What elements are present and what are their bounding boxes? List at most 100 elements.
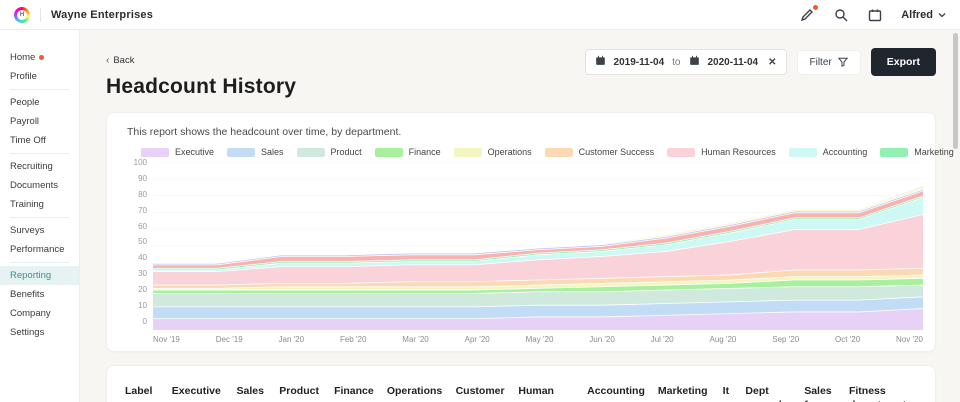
sidebar-item-profile[interactable]: Profile [0,67,79,86]
chart-card: This report shows the headcount over tim… [106,112,954,352]
calendar-icon[interactable] [867,7,883,23]
legend-item-accounting[interactable]: Accounting [788,147,868,157]
sidebar-item-benefits[interactable]: Benefits [0,285,79,304]
legend-swatch [227,147,256,157]
x-tick-label: May '20 [525,335,554,344]
legend-item-executive[interactable]: Executive [141,147,214,157]
sidebar-item-label: Benefits [10,289,45,300]
back-link[interactable]: ‹ Back [106,55,134,66]
y-tick-label: 100 [133,158,147,167]
legend-label: Accounting [822,147,868,157]
sidebar-item-label: Home [10,52,36,63]
back-chevron-icon: ‹ [106,55,110,66]
sidebar-item-recruiting[interactable]: Recruiting [0,157,79,176]
legend-swatch [880,147,909,157]
sidebar-item-home[interactable]: Home [0,48,79,67]
sidebar-item-label: Time Off [10,135,46,146]
legend-swatch [141,147,169,157]
x-tick-label: Sep '20 [772,335,800,344]
table-header-sales-force: Sales force [804,385,832,402]
pen-icon[interactable] [799,4,819,23]
sidebar-item-reporting[interactable]: Reporting [0,266,79,285]
notification-dot [813,4,819,10]
y-tick-label: 90 [138,173,147,183]
legend-swatch [453,147,482,157]
legend-item-human-resources[interactable]: Human Resources [667,147,776,157]
main-content: ‹ Back Headcount History 2019-11-04 to 2… [80,30,960,402]
page-title: Headcount History [106,75,297,98]
export-button[interactable]: Export [870,48,936,76]
legend-item-product[interactable]: Product [296,147,362,157]
table-header-customer-success: Customer success [455,385,505,402]
table-header-product: Product [279,385,319,397]
date-range-picker[interactable]: 2019-11-04 to 2020-11-04 ✕ [584,49,787,75]
x-tick-label: Jun '20 [589,335,615,344]
chevron-down-icon [938,12,946,17]
y-tick-label: 60 [138,221,147,231]
sidebar-item-payroll[interactable]: Payroll [0,112,79,131]
legend-label: Operations [487,147,532,157]
sidebar-item-label: Documents [10,180,59,191]
page-header: ‹ Back Headcount History [80,30,960,99]
sidebar-item-label: Recruiting [10,161,53,172]
sidebar-item-settings[interactable]: Settings [0,323,79,342]
sidebar-item-people[interactable]: People [0,93,79,112]
funnel-icon [837,57,848,67]
sidebar-item-label: People [10,97,40,108]
legend-swatch [544,147,573,157]
legend-item-operations[interactable]: Operations [453,147,532,157]
sidebar-item-performance[interactable]: Performance [0,240,79,259]
date-to-value[interactable]: 2020-11-04 [707,56,759,68]
x-tick-label: Oct '20 [835,335,861,344]
sidebar-item-label: Company [10,308,51,319]
legend-item-finance[interactable]: Finance [374,147,441,157]
user-menu[interactable]: Alfred [901,9,946,21]
legend-item-marketing[interactable]: Marketing [880,147,954,157]
table-header-dept-example: Dept example [745,385,787,402]
sidebar: Home Profile People Payroll Time Off Recruiti… [0,30,80,402]
company-name: Wayne Enterprises [51,8,154,21]
legend-label: Executive [175,147,215,157]
filter-label: Filter [809,56,832,68]
clear-dates-icon[interactable]: ✕ [768,56,777,68]
sidebar-divider [10,217,69,218]
calendar-to-icon[interactable] [689,55,700,69]
sidebar-divider [10,89,69,90]
home-badge-dot [39,55,45,60]
legend-item-customer-success[interactable]: Customer Success [544,147,654,157]
report-description: This report shows the headcount over tim… [127,126,402,138]
sidebar-item-surveys[interactable]: Surveys [0,221,79,240]
table-header-fitness-department: Fitness department [848,385,906,402]
legend-swatch [788,147,817,157]
sidebar-divider [10,153,69,154]
y-tick-label: 50 [138,237,147,247]
sidebar-item-label: Surveys [10,225,45,236]
x-tick-label: Aug '20 [709,335,737,344]
report-controls: 2019-11-04 to 2020-11-04 ✕ Filter Export [584,48,936,76]
legend-item-sales[interactable]: Sales [227,147,284,157]
sidebar-item-training[interactable]: Training [0,195,79,214]
y-tick-label: 40 [138,253,147,263]
topbar: Wayne Enterprises Alfred [0,0,960,30]
calendar-from-icon[interactable] [595,55,606,69]
legend-label: Finance [408,147,441,157]
filter-button[interactable]: Filter [796,49,861,75]
x-tick-label: Jan '20 [278,335,305,344]
sidebar-item-documents[interactable]: Documents [0,176,79,195]
scrollbar-thumb[interactable] [953,33,958,149]
x-tick-label: Dec '19 [215,335,243,344]
topbar-divider [40,7,41,22]
sidebar-item-time-off[interactable]: Time Off [0,131,79,150]
x-axis-labels: Nov '19 Dec '19 Jan '20 Feb '20 Mar '20 Apr '… [153,335,923,344]
date-from-value[interactable]: 2019-11-04 [613,56,665,68]
sidebar-item-company[interactable]: Company [0,304,79,323]
search-icon[interactable] [833,7,849,23]
x-tick-label: Nov '19 [153,335,180,344]
app-logo-icon[interactable] [14,6,30,23]
table-header-label: Label [125,385,153,397]
sidebar-item-label: Performance [10,244,65,255]
sidebar-item-label: Profile [10,71,37,82]
y-tick-label: 80 [138,189,147,199]
x-tick-label: Jul '20 [650,335,674,344]
legend-swatch [667,147,696,157]
